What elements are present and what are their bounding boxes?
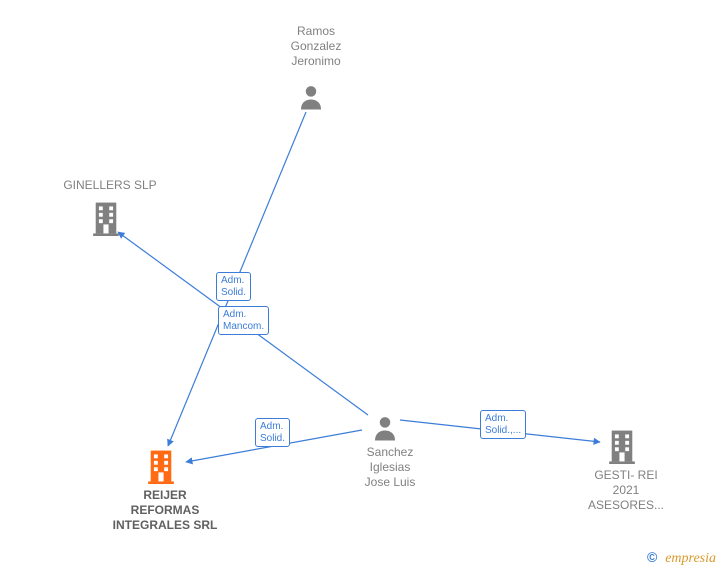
edge-label-sanchez-reijer: Adm. Solid. bbox=[255, 418, 290, 447]
edge-label-sanchez-gesti: Adm. Solid.,... bbox=[480, 410, 526, 439]
edge-label-sanchez-ginellers: Adm. Mancom. bbox=[218, 306, 269, 335]
node-label-reijer[interactable]: REIJER REFORMAS INTEGRALES SRL bbox=[95, 488, 235, 533]
copyright-symbol: © bbox=[647, 549, 657, 565]
building-icon[interactable] bbox=[606, 428, 638, 469]
person-icon[interactable] bbox=[370, 413, 400, 448]
building-icon[interactable] bbox=[145, 448, 177, 489]
person-icon[interactable] bbox=[296, 82, 326, 117]
watermark: © empresia bbox=[647, 549, 716, 567]
edge-label-ramos-reijer: Adm. Solid. bbox=[216, 272, 251, 301]
node-label-ramos[interactable]: Ramos Gonzalez Jeronimo bbox=[281, 24, 351, 69]
node-label-sanchez[interactable]: Sanchez Iglesias Jose Luis bbox=[345, 445, 435, 490]
building-icon[interactable] bbox=[90, 200, 122, 241]
node-label-gesti[interactable]: GESTI- REI 2021 ASESORES... bbox=[576, 468, 676, 513]
node-label-ginellers[interactable]: GINELLERS SLP bbox=[50, 178, 170, 193]
brand-name: empresia bbox=[665, 551, 716, 566]
